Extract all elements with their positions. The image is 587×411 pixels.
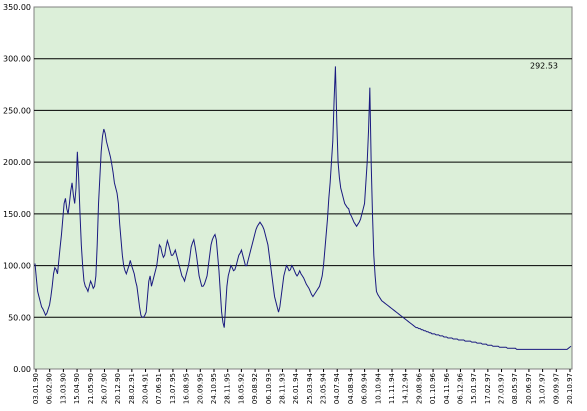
x-tick-label: 20.12.90: [114, 373, 122, 404]
y-axis: 0.00 50.00 100.00 150.00 200.00 250.00 300.00 3…: [3, 3, 31, 374]
x-tick-label: 13.07.95: [169, 373, 177, 404]
x-tick-label: 08.05.97: [511, 373, 519, 404]
y-tick-label: 0.00: [13, 365, 31, 374]
x-tick-label: 06.12.96: [456, 372, 464, 404]
x-tick-label: 04.11.96: [443, 372, 451, 404]
peak-annotation: 292.53: [530, 61, 558, 70]
x-tick-label: 20.09.95: [196, 373, 204, 404]
x-tick-label: 17.02.97: [484, 373, 492, 404]
x-tick-label: 13.03.90: [59, 373, 67, 404]
x-tick-label: 06.09.94: [361, 372, 369, 404]
y-tick-label: 200.00: [3, 158, 31, 167]
x-tick-label: 20.10.97: [566, 373, 574, 404]
x-tick-label: 14.12.94: [402, 372, 410, 404]
x-tick-label: 16.08.95: [183, 373, 191, 404]
x-tick-label: 15.01.97: [470, 373, 478, 404]
x-tick-label: 06.10.93: [265, 373, 273, 404]
x-tick-label: 20.06.97: [525, 373, 533, 404]
y-tick-label: 150.00: [3, 210, 31, 219]
x-axis: 03.01.90 06.02.90 13.03.90 15.04.90 21.05.90…: [32, 369, 574, 404]
x-tick-label: 28.11.95: [224, 373, 232, 404]
x-tick-label: 26.01.94: [292, 372, 300, 404]
y-tick-label: 250.00: [3, 106, 31, 115]
x-tick-label: 18.05.92: [237, 373, 245, 404]
x-tick-label: 20.04.91: [142, 373, 150, 404]
y-tick-label: 300.00: [3, 55, 31, 64]
y-tick-label: 50.00: [8, 313, 31, 322]
x-tick-label: 28.11.93: [278, 373, 286, 404]
x-tick-label: 31.07.97: [539, 373, 547, 404]
plot-area: [33, 6, 573, 370]
x-tick-label: 09.08.92: [251, 373, 259, 404]
x-tick-label: 04.08.94: [347, 372, 355, 404]
x-tick-label: 25.03.94: [306, 372, 314, 404]
x-tick-label: 23.05.94: [320, 372, 328, 404]
x-tick-label: 29.08.96: [415, 372, 423, 404]
x-tick-label: 07.06.91: [155, 373, 163, 404]
x-tick-label: 15.04.90: [73, 373, 81, 404]
x-tick-label: 11.11.94: [388, 372, 396, 404]
x-tick-label: 04.07.94: [333, 372, 341, 404]
x-tick-label: 10.10.94: [374, 372, 382, 404]
x-tick-label: 01.10.96: [429, 372, 437, 404]
series-line: [34, 66, 572, 350]
x-tick-label: 06.02.90: [46, 373, 54, 404]
x-tick-label: 26.07.90: [100, 373, 108, 404]
x-tick-label: 09.09.97: [552, 373, 560, 404]
y-tick-label: 100.00: [3, 262, 31, 271]
y-tick-label: 350.00: [3, 3, 31, 12]
x-tick-label: 28.02.91: [128, 373, 136, 404]
x-tick-label: 21.05.90: [87, 373, 95, 404]
x-tick-label: 24.10.95: [210, 373, 218, 404]
x-tick-label: 27.03.97: [498, 373, 506, 404]
x-tick-label: 03.01.90: [32, 373, 40, 404]
